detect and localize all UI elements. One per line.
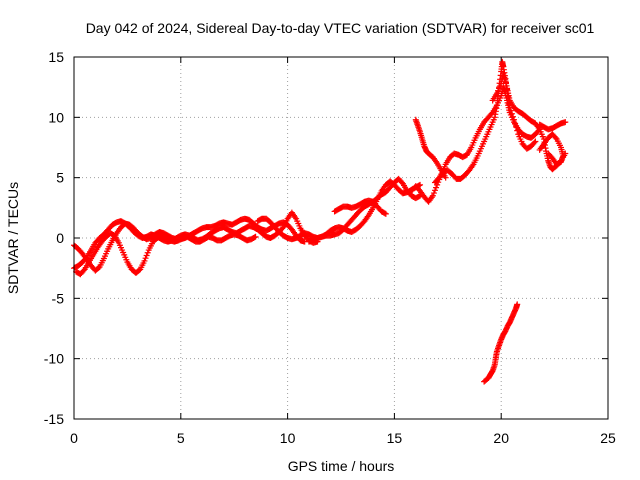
data-series-group [71, 58, 569, 385]
data-point-marker [381, 210, 388, 217]
x-axis-title: GPS time / hours [288, 458, 395, 474]
x-tick-label: 15 [387, 430, 403, 446]
x-tick-label: 25 [600, 430, 616, 446]
data-point-marker [514, 301, 521, 308]
data-point-marker [80, 267, 87, 274]
data-series [431, 58, 539, 186]
data-point-marker [507, 107, 514, 114]
data-point-marker [552, 134, 559, 141]
data-point-marker [252, 233, 259, 240]
data-point-marker [562, 119, 569, 126]
data-series [536, 131, 567, 168]
y-tick-label: -5 [52, 290, 65, 306]
data-point-marker [546, 151, 553, 158]
axis-ticks: 0 5 10 15 20 25 -15 -10 -5 0 5 10 15 [44, 49, 616, 446]
plot-frame [73, 56, 609, 420]
data-point-marker [433, 184, 440, 191]
y-tick-label: 5 [56, 170, 64, 186]
data-point-marker [136, 267, 143, 274]
y-tick-label: 10 [48, 109, 64, 125]
data-point-marker [398, 179, 405, 186]
data-series [305, 175, 424, 245]
x-tick-label: 10 [280, 430, 296, 446]
data-point-marker [382, 210, 389, 217]
data-point-marker [488, 110, 495, 117]
data-point-marker [442, 174, 449, 181]
data-point-marker [251, 234, 258, 241]
data-series [481, 301, 521, 385]
data-point-marker [430, 190, 437, 197]
data-point-marker [143, 252, 150, 259]
data-point-marker [95, 264, 102, 271]
data-point-marker [508, 110, 515, 117]
data-point-marker [513, 123, 520, 130]
y-tick-label: 0 [56, 230, 64, 246]
y-tick-label: -10 [44, 351, 64, 367]
data-point-marker [141, 257, 148, 264]
x-tick-label: 0 [70, 430, 78, 446]
data-point-marker [512, 120, 519, 127]
data-point-marker [142, 255, 149, 262]
data-point-marker [144, 249, 151, 256]
data-point-marker [514, 127, 521, 134]
data-point-marker [545, 150, 552, 157]
data-point-marker [531, 139, 538, 146]
data-point-marker [431, 187, 438, 194]
data-series [412, 116, 449, 181]
x-tick-label: 5 [177, 430, 185, 446]
x-tick-label: 20 [493, 430, 509, 446]
y-axis-title: SDTVAR / TECUs [5, 182, 21, 294]
data-series [73, 230, 259, 278]
data-series [331, 197, 389, 217]
data-series [536, 119, 569, 133]
chart-title: Day 042 of 2024, Sidereal Day-to-day VTE… [86, 20, 595, 36]
data-point-marker [511, 116, 518, 123]
data-point-marker [82, 255, 89, 262]
data-point-marker [415, 193, 422, 200]
y-tick-label: 15 [48, 49, 64, 65]
data-point-marker [417, 181, 424, 188]
y-tick-label: -15 [44, 411, 64, 427]
data-point-marker [509, 113, 516, 120]
data-point-marker [532, 138, 539, 145]
data-point-marker [279, 225, 286, 232]
data-point-marker [429, 192, 436, 199]
